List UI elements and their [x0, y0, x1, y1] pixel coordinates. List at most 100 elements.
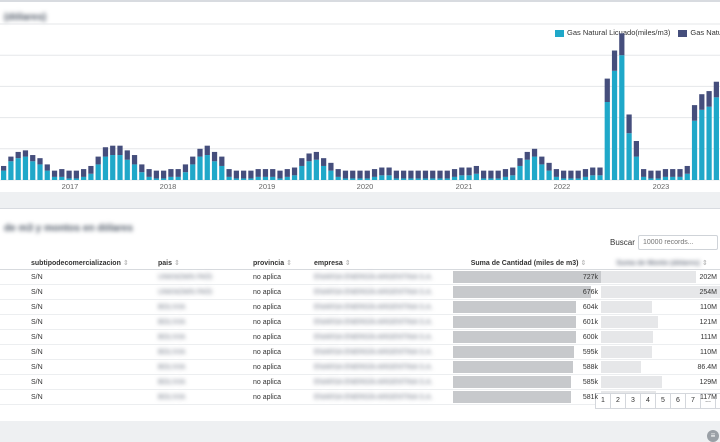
page-button[interactable]: 5: [715, 393, 720, 409]
table-row[interactable]: S/N BOLIVIA no aplica ENARSA ENERGÍA ARGENT…: [0, 299, 720, 315]
bar-lng: [713, 97, 719, 180]
bar-lng: [495, 178, 501, 180]
bar-lng: [539, 164, 545, 180]
page-button[interactable]: 6: [670, 393, 686, 409]
bar-gas: [270, 169, 276, 177]
cell-monto: 110M: [601, 344, 720, 360]
chart-panel: (dólares) Gas Natural Licuado(miles/m3) …: [0, 0, 720, 192]
table-row[interactable]: S/N UNKNOWN PAÍS no aplica ENARSA ENERGÍA A…: [0, 269, 720, 285]
monto-value: 111M: [700, 333, 717, 341]
cantidad-bar: [453, 301, 576, 313]
bar-gas: [59, 169, 65, 177]
bar-gas: [437, 170, 443, 179]
bar-gas: [481, 170, 487, 179]
column-header-empresa[interactable]: empresa ⇕: [311, 256, 453, 270]
bar-lng: [255, 176, 261, 180]
bar-lng: [706, 106, 712, 180]
bar-gas: [335, 169, 341, 177]
cantidad-bar: [453, 391, 572, 403]
cell-empresa: ENARSA ENERGÍA ARGENTINA S.A.: [311, 299, 453, 315]
bar-gas: [626, 114, 632, 134]
x-tick-label: 2017: [62, 182, 79, 191]
cell-index: [0, 389, 28, 405]
page-button[interactable]: 5: [655, 393, 671, 409]
bar-gas: [379, 167, 385, 176]
cell-monto: 254M: [601, 284, 720, 300]
bar-lng: [531, 156, 538, 180]
table-row[interactable]: S/N BOLIVIA no aplica ENARSA ENERGÍA ARGENT…: [0, 359, 720, 375]
cell-monto: 110M: [601, 299, 720, 315]
bar-lng: [270, 176, 276, 180]
bar-lng: [161, 178, 167, 180]
monto-bar: [601, 301, 653, 313]
table-row[interactable]: S/N BOLIVIA no aplica ENARSA ENERGÍA ARGENT…: [0, 314, 720, 330]
search-input[interactable]: [638, 235, 718, 250]
table-row[interactable]: S/N BOLIVIA no aplica ENARSA ENERGÍA ARGENT…: [0, 374, 720, 390]
cantidad-bar: [453, 316, 576, 328]
bar-lng: [430, 178, 436, 180]
page-button[interactable]: 7: [685, 393, 701, 409]
bar-lng: [328, 170, 334, 180]
column-header-subtipo[interactable]: subtipodecomercializacion ⇕: [28, 256, 155, 270]
bar-lng: [357, 178, 363, 180]
table-row[interactable]: S/N BOLIVIA no aplica ENARSA ENERGÍA ARGENT…: [0, 329, 720, 345]
legend-label-gas: Gas Natural(m: [690, 28, 720, 37]
monto-value: 129M: [699, 378, 717, 386]
bar-gas: [248, 170, 254, 179]
bar-lng: [502, 176, 509, 180]
bar-gas: [299, 158, 305, 166]
cell-pais: BOLIVIA: [155, 299, 250, 315]
page-button[interactable]: 3: [625, 393, 641, 409]
bar-gas: [633, 141, 639, 157]
bar-gas: [241, 170, 247, 179]
column-header-pais[interactable]: pais ⇕: [155, 256, 250, 270]
bar-gas: [502, 169, 509, 177]
sort-icon: ⇕: [122, 259, 129, 267]
bar-lng: [139, 172, 145, 180]
page-button[interactable]: 4: [640, 393, 656, 409]
bar-gas: [153, 170, 159, 179]
bar-gas: [582, 169, 589, 177]
bar-lng: [466, 175, 472, 180]
bar-gas: [321, 158, 327, 166]
bar-lng: [684, 173, 690, 180]
legend-item-lng[interactable]: Gas Natural Licuado(miles/m3): [555, 28, 670, 37]
monto-value: 86.4M: [697, 363, 717, 371]
bar-gas: [15, 151, 21, 159]
table-title: de m3 y montos en dólares: [4, 223, 133, 234]
bar-gas: [306, 153, 312, 162]
cell-monto: 129M: [601, 374, 720, 390]
bar-gas: [561, 170, 567, 179]
column-header-provincia[interactable]: provincia ⇕: [250, 256, 311, 270]
bar-lng: [66, 178, 72, 180]
x-tick-label: 2021: [456, 182, 473, 191]
cell-subtipo: S/N: [28, 344, 155, 360]
table-row[interactable]: S/N UNKNOWN PAÍS no aplica ENARSA ENERGÍA A…: [0, 284, 720, 300]
bar-gas: [30, 155, 36, 162]
legend-item-gas[interactable]: Gas Natural(m: [678, 28, 720, 37]
bar-gas: [568, 170, 574, 179]
cell-empresa: ENARSA ENERGÍA ARGENTINA S.A.: [311, 314, 453, 330]
chart-legend: Gas Natural Licuado(miles/m3) Gas Natura…: [555, 28, 720, 37]
bar-lng: [626, 133, 632, 180]
bar-gas: [546, 162, 552, 171]
bar-lng: [641, 176, 647, 180]
cell-pais: BOLIVIA: [155, 389, 250, 405]
bar-gas: [539, 156, 545, 165]
table-row[interactable]: S/N BOLIVIA no aplica ENARSA ENERGÍA ARGENT…: [0, 344, 720, 360]
column-header-index[interactable]: [0, 256, 28, 270]
column-header-label: provincia: [253, 259, 285, 267]
column-header-cantidad[interactable]: Suma de Cantidad (miles de m3) ⇕: [453, 256, 601, 270]
monto-bar: [601, 376, 662, 388]
cell-provincia: no aplica: [250, 359, 311, 375]
monto-bar: [601, 361, 642, 373]
x-tick-label: 2018: [160, 182, 177, 191]
column-header-monto[interactable]: Suma de Monto (dólares) ⇕: [601, 256, 720, 270]
cell-provincia: no aplica: [250, 389, 311, 405]
bar-lng: [190, 164, 196, 180]
bar-lng: [73, 178, 79, 180]
page-button[interactable]: 2: [610, 393, 626, 409]
cell-monto: 111M: [601, 329, 720, 345]
bar-gas: [124, 150, 130, 160]
filter-icon[interactable]: ≡: [707, 430, 719, 442]
